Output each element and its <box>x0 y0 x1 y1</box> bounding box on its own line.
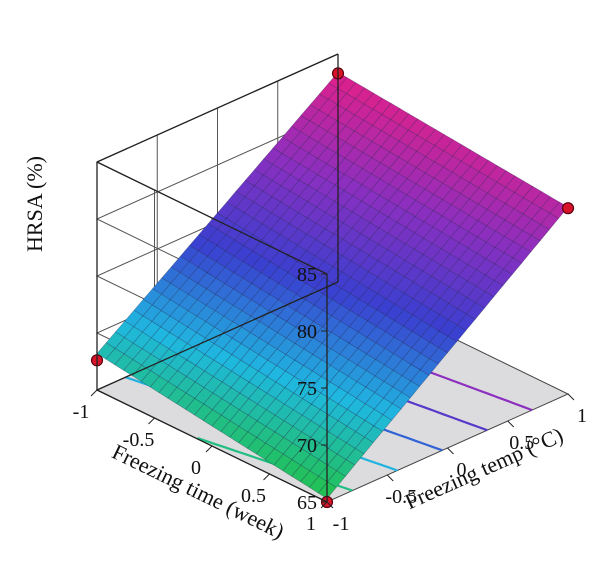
surface-facet <box>452 144 472 162</box>
x-tick-label: 0 <box>457 459 467 481</box>
frame-edge <box>96 53 339 163</box>
y-tick-label: -0.5 <box>123 429 155 451</box>
x-tick-mark <box>386 474 394 482</box>
z-tick-label: 80 <box>297 321 317 343</box>
surface-facet <box>514 180 534 198</box>
y-tick-mark <box>320 501 328 509</box>
response-surface <box>96 71 569 499</box>
surface-facet <box>390 108 410 126</box>
x-tick-labels: -1 -0.5 0 0.5 1 <box>326 393 587 535</box>
surface-facet <box>540 196 560 214</box>
surface-facet <box>434 134 454 152</box>
z-axis-label: HRSA (%) <box>22 156 47 252</box>
x-tick-mark <box>447 447 454 455</box>
z-tick-labels: 65 70 75 80 85 <box>297 264 327 514</box>
x-tick-label: -1 <box>333 513 350 535</box>
y-tick-mark <box>263 473 270 481</box>
y-tick-labels: -1 -0.5 0 0.5 1 <box>73 389 328 535</box>
y-tick-label: 1 <box>306 513 316 535</box>
y-tick-mark <box>148 417 155 425</box>
z-tick-label: 70 <box>297 435 317 457</box>
x-tick-mark <box>507 420 515 428</box>
frame-edge <box>96 281 339 391</box>
x-tick-mark <box>326 501 334 509</box>
x-tick-label: 1 <box>577 405 587 427</box>
surface-facet <box>531 191 551 209</box>
design-point <box>561 202 575 215</box>
y-tick-label: -1 <box>73 401 90 423</box>
surface-facet <box>496 170 516 188</box>
z-tick-label: 65 <box>297 492 317 514</box>
frame-edge <box>96 161 328 275</box>
surface-facet <box>337 77 357 94</box>
y-tick-label: 0.5 <box>241 485 266 507</box>
surface-facet <box>522 185 542 204</box>
z-tick-label: 75 <box>297 378 317 400</box>
z-tick-label: 85 <box>297 264 317 286</box>
y-tick-mark <box>205 445 213 453</box>
x-tick-label: 0.5 <box>509 432 534 454</box>
y-tick-mark <box>90 389 98 397</box>
x-tick-mark <box>567 393 575 401</box>
x-tick-label: -0.5 <box>385 486 417 508</box>
y-tick-label: 0 <box>191 457 201 479</box>
